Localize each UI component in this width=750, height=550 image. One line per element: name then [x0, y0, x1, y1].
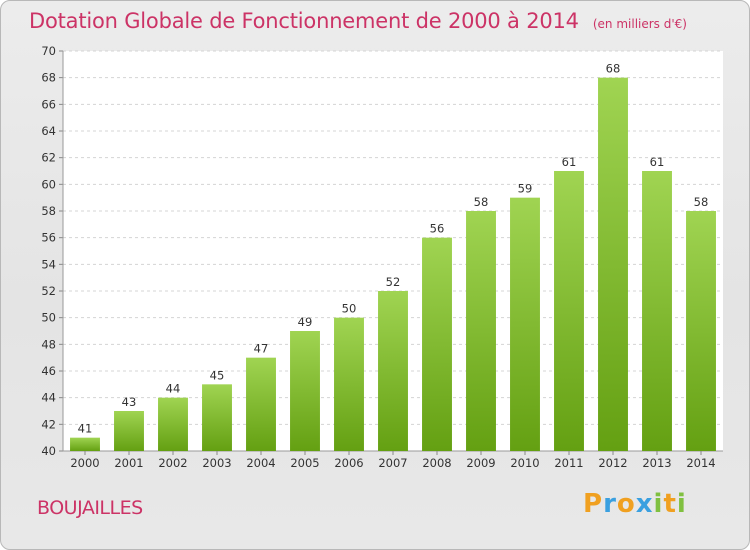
x-tick-label-2011: 2011: [554, 456, 583, 470]
y-tick-label: 58: [41, 204, 56, 218]
logo-letter: r: [603, 489, 617, 519]
logo-letter: x: [635, 489, 654, 519]
value-label-2012: 68: [606, 62, 621, 76]
y-tick-label: 70: [41, 44, 56, 58]
x-tick-label-2007: 2007: [378, 456, 407, 470]
x-tick-label-2004: 2004: [246, 456, 275, 470]
bar-2002: [158, 397, 188, 451]
x-tick-label-2009: 2009: [466, 456, 495, 470]
chart-title: Dotation Globale de Fonctionnement de 20…: [29, 9, 687, 33]
y-tick-label: 46: [41, 364, 56, 378]
value-label-2008: 56: [430, 222, 445, 236]
value-label-2009: 58: [474, 195, 489, 209]
y-tick-label: 62: [41, 151, 56, 165]
value-label-2010: 59: [518, 182, 533, 196]
logo-letter: P: [583, 489, 604, 519]
bar-2003: [202, 384, 232, 451]
value-label-2014: 58: [694, 195, 709, 209]
bar-2004: [246, 357, 276, 451]
value-label-2004: 47: [254, 342, 269, 356]
bar-2013: [642, 171, 672, 451]
y-tick-label: 52: [41, 284, 56, 298]
value-label-2002: 44: [166, 382, 181, 396]
logo-letter: o: [616, 489, 636, 519]
x-tick-label-2012: 2012: [598, 456, 627, 470]
logo-letter: t: [663, 489, 677, 519]
x-tick-label-2003: 2003: [202, 456, 231, 470]
chart-title-text: Dotation Globale de Fonctionnement de 20…: [29, 9, 579, 33]
bar-2006: [334, 317, 364, 451]
x-tick-label-2002: 2002: [158, 456, 187, 470]
x-tick-label-2014: 2014: [686, 456, 715, 470]
bar-2010: [510, 197, 540, 451]
y-tick-label: 44: [41, 391, 56, 405]
proxiti-logo: Proxiti: [583, 489, 687, 519]
value-label-2005: 49: [298, 315, 313, 329]
y-tick-label: 40: [41, 444, 56, 458]
bar-2009: [466, 211, 496, 451]
value-label-2013: 61: [650, 155, 665, 169]
y-tick-label: 54: [41, 257, 56, 271]
y-tick-label: 42: [41, 417, 56, 431]
value-label-2011: 61: [562, 155, 577, 169]
y-tick-label: 50: [41, 311, 56, 325]
y-tick-label: 66: [41, 97, 56, 111]
y-tick-label: 56: [41, 231, 56, 245]
x-tick-label-2013: 2013: [642, 456, 671, 470]
value-label-2000: 41: [78, 422, 93, 436]
x-tick-label-2008: 2008: [422, 456, 451, 470]
x-tick-label-2006: 2006: [334, 456, 363, 470]
bar-2007: [378, 291, 408, 451]
x-tick-label-2005: 2005: [290, 456, 319, 470]
y-tick-label: 48: [41, 337, 56, 351]
y-tick-label: 64: [41, 124, 56, 138]
bar-2014: [686, 211, 716, 451]
y-tick-label: 68: [41, 71, 56, 85]
bar-2005: [290, 331, 320, 451]
bar-2008: [422, 237, 452, 451]
value-label-2007: 52: [386, 275, 401, 289]
x-tick-label-2000: 2000: [70, 456, 99, 470]
bar-2011: [554, 171, 584, 451]
commune-name: BOUJAILLES: [37, 497, 143, 519]
logo-letter: i: [653, 489, 664, 519]
x-tick-label-2001: 2001: [114, 456, 143, 470]
value-label-2001: 43: [122, 395, 137, 409]
logo-letter: i: [676, 489, 687, 519]
y-tick-label: 60: [41, 177, 56, 191]
value-label-2006: 50: [342, 302, 357, 316]
bar-2012: [598, 77, 628, 452]
value-label-2003: 45: [210, 368, 225, 382]
x-tick-label-2010: 2010: [510, 456, 539, 470]
chart-unit: (en milliers d'€): [592, 17, 687, 31]
bar-2000: [70, 437, 100, 451]
bar-2001: [114, 411, 144, 451]
